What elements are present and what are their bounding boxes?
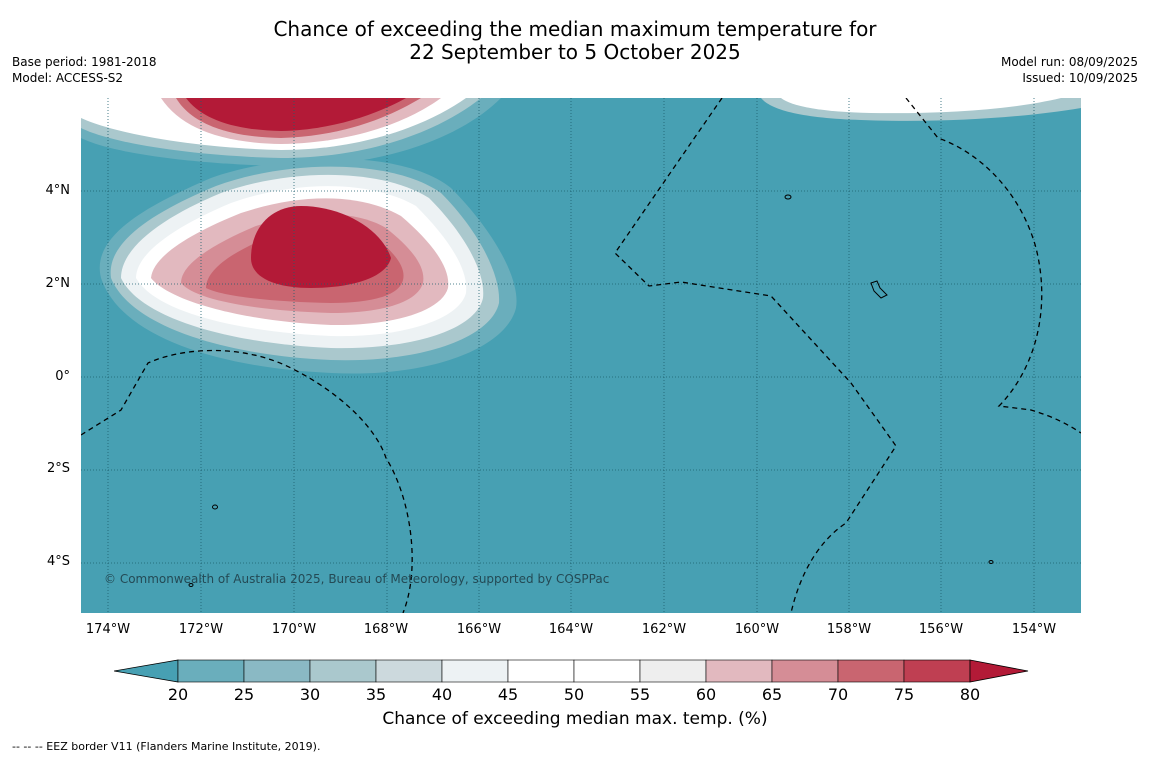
title-line-2: 22 September to 5 October 2025 xyxy=(409,40,741,64)
colorbar-cell xyxy=(375,659,443,683)
lon-tick-168w: 168°W xyxy=(363,622,409,637)
lon-tick-166w: 166°W xyxy=(456,622,502,637)
lat-tick-0: 0° xyxy=(55,369,70,384)
model-run: Model run: 08/09/2025 xyxy=(1000,55,1138,69)
colorbar-label-50: 50 xyxy=(563,685,585,704)
colorbar-label-40: 40 xyxy=(431,685,453,704)
lon-tick-172w: 172°W xyxy=(178,622,224,637)
lat-tick-2s: 2°S xyxy=(46,461,70,476)
colorbar-label-80: 80 xyxy=(959,685,981,704)
lon-tick-154w: 154°W xyxy=(1011,622,1057,637)
colorbar-title: Chance of exceeding median max. temp. (%… xyxy=(382,709,768,729)
colorbar-label-35: 35 xyxy=(365,685,387,704)
colorbar-cell xyxy=(903,659,971,683)
colorbar xyxy=(114,659,1029,683)
issued-date: Issued: 10/09/2025 xyxy=(1022,71,1138,85)
title-line-1: Chance of exceeding the median maximum t… xyxy=(273,17,877,41)
meta-right: Model run: 08/09/2025 Issued: 10/09/2025 xyxy=(1001,54,1138,86)
colorbar-label-75: 75 xyxy=(893,685,915,704)
model-name: Model: ACCESS-S2 xyxy=(12,71,124,85)
lon-tick-156w: 156°W xyxy=(918,622,964,637)
islands xyxy=(188,194,994,587)
lat-tick-4n: 4°N xyxy=(45,183,71,198)
colorbar-label-30: 30 xyxy=(299,685,321,704)
colorbar-extend-low xyxy=(114,659,179,683)
lon-tick-160w: 160°W xyxy=(734,622,780,637)
eez-footnote: -- -- -- EEZ border V11 (Flanders Marine… xyxy=(12,740,321,753)
eez-borders xyxy=(81,98,1081,613)
meta-left: Base period: 1981-2018 Model: ACCESS-S2 xyxy=(12,54,157,86)
lon-tick-174w: 174°W xyxy=(85,622,131,637)
copyright-note: © Commonwealth of Australia 2025, Bureau… xyxy=(104,572,610,586)
gridlines xyxy=(81,98,1081,613)
colorbar-cell xyxy=(771,659,839,683)
lon-tick-158w: 158°W xyxy=(826,622,872,637)
map-title: Chance of exceeding the median maximum t… xyxy=(0,18,1150,64)
warm-anomaly-northeast xyxy=(761,98,1081,121)
colorbar-cell xyxy=(177,659,245,683)
colorbar-cell xyxy=(507,659,575,683)
colorbar-label-55: 55 xyxy=(629,685,651,704)
lon-tick-170w: 170°W xyxy=(271,622,317,637)
warm-anomaly-north xyxy=(81,98,501,167)
warm-anomaly-center xyxy=(99,158,517,374)
map-area xyxy=(81,98,1081,613)
colorbar-label-65: 65 xyxy=(761,685,783,704)
lat-tick-2n: 2°N xyxy=(45,276,71,291)
colorbar-label-20: 20 xyxy=(167,685,189,704)
colorbar-label-25: 25 xyxy=(233,685,255,704)
lat-tick-4s: 4°S xyxy=(46,554,70,569)
colorbar-cell xyxy=(441,659,509,683)
colorbar-label-60: 60 xyxy=(695,685,717,704)
colorbar-label-70: 70 xyxy=(827,685,849,704)
colorbar-cell xyxy=(573,659,641,683)
colorbar-cell xyxy=(837,659,905,683)
colorbar-label-45: 45 xyxy=(497,685,519,704)
colorbar-cell xyxy=(309,659,377,683)
colorbar-cell xyxy=(243,659,311,683)
colorbar-cell xyxy=(639,659,707,683)
lon-tick-162w: 162°W xyxy=(641,622,687,637)
base-period: Base period: 1981-2018 xyxy=(12,55,157,69)
colorbar-cell xyxy=(705,659,773,683)
lon-tick-164w: 164°W xyxy=(548,622,594,637)
colorbar-extend-high xyxy=(969,659,1029,683)
